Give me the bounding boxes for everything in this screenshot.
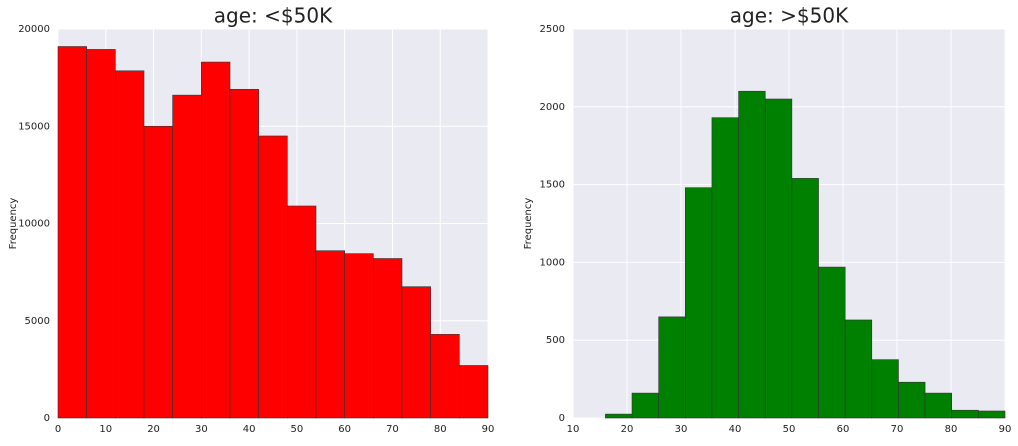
bar — [924, 392, 953, 419]
x-tick-label: 70 — [386, 424, 399, 435]
bar — [115, 70, 145, 419]
x-tick-label: 70 — [891, 424, 904, 435]
bar — [631, 392, 659, 419]
bar — [871, 359, 899, 419]
x-tick-label: 60 — [338, 424, 351, 435]
x-tick-label: 50 — [291, 424, 304, 435]
bar — [764, 98, 793, 419]
bar — [401, 286, 431, 419]
x-tick-label: 30 — [675, 424, 688, 435]
bar — [172, 94, 202, 419]
x-tick-label: 90 — [482, 424, 495, 435]
bar — [818, 266, 846, 419]
x-tick-label: 60 — [837, 424, 850, 435]
bar — [344, 253, 374, 419]
bar — [711, 117, 739, 419]
bar — [844, 319, 873, 419]
x-tick-label: 20 — [147, 424, 160, 435]
x-tick-label: 30 — [195, 424, 208, 435]
chart-title: age: >$50K — [730, 4, 849, 28]
y-tick-label: 500 — [546, 335, 565, 346]
y-tick-label: 5000 — [25, 316, 50, 327]
bar — [287, 205, 317, 419]
bar — [978, 410, 1006, 419]
y-tick-label: 2500 — [540, 24, 565, 35]
x-tick-label: 10 — [99, 424, 112, 435]
bar — [201, 61, 231, 419]
bar — [738, 90, 766, 419]
y-tick-label: 2000 — [540, 102, 565, 113]
bar — [898, 381, 926, 419]
bar — [373, 258, 403, 419]
y-tick-label: 15000 — [18, 121, 50, 132]
x-tick-label: 90 — [999, 424, 1012, 435]
x-tick-label: 80 — [945, 424, 958, 435]
x-tick-label: 0 — [55, 424, 61, 435]
y-axis-label: Frequency — [523, 198, 534, 250]
bar — [258, 135, 288, 419]
y-tick-label: 1500 — [540, 180, 565, 191]
bar — [143, 125, 173, 419]
bar — [685, 187, 713, 419]
bar — [605, 413, 633, 419]
y-axis-label: Frequency — [8, 198, 19, 250]
y-tick-label: 0 — [44, 413, 50, 424]
x-tick-label: 10 — [567, 424, 580, 435]
bar — [658, 316, 686, 419]
y-tick-label: 1000 — [540, 257, 565, 268]
bar — [229, 88, 259, 419]
bar — [951, 409, 979, 419]
chart-title: age: <$50K — [214, 4, 333, 28]
y-tick-label: 0 — [559, 413, 565, 424]
bar — [430, 334, 460, 419]
x-tick-label: 40 — [729, 424, 742, 435]
x-tick-label: 20 — [621, 424, 634, 435]
bar — [791, 178, 819, 419]
bar — [57, 46, 87, 419]
y-tick-label: 10000 — [18, 219, 50, 230]
x-tick-label: 80 — [434, 424, 447, 435]
x-tick-label: 50 — [783, 424, 796, 435]
y-tick-label: 20000 — [18, 24, 50, 35]
bar — [459, 365, 489, 419]
bar — [315, 250, 345, 419]
bar — [86, 49, 116, 419]
x-tick-label: 40 — [243, 424, 256, 435]
